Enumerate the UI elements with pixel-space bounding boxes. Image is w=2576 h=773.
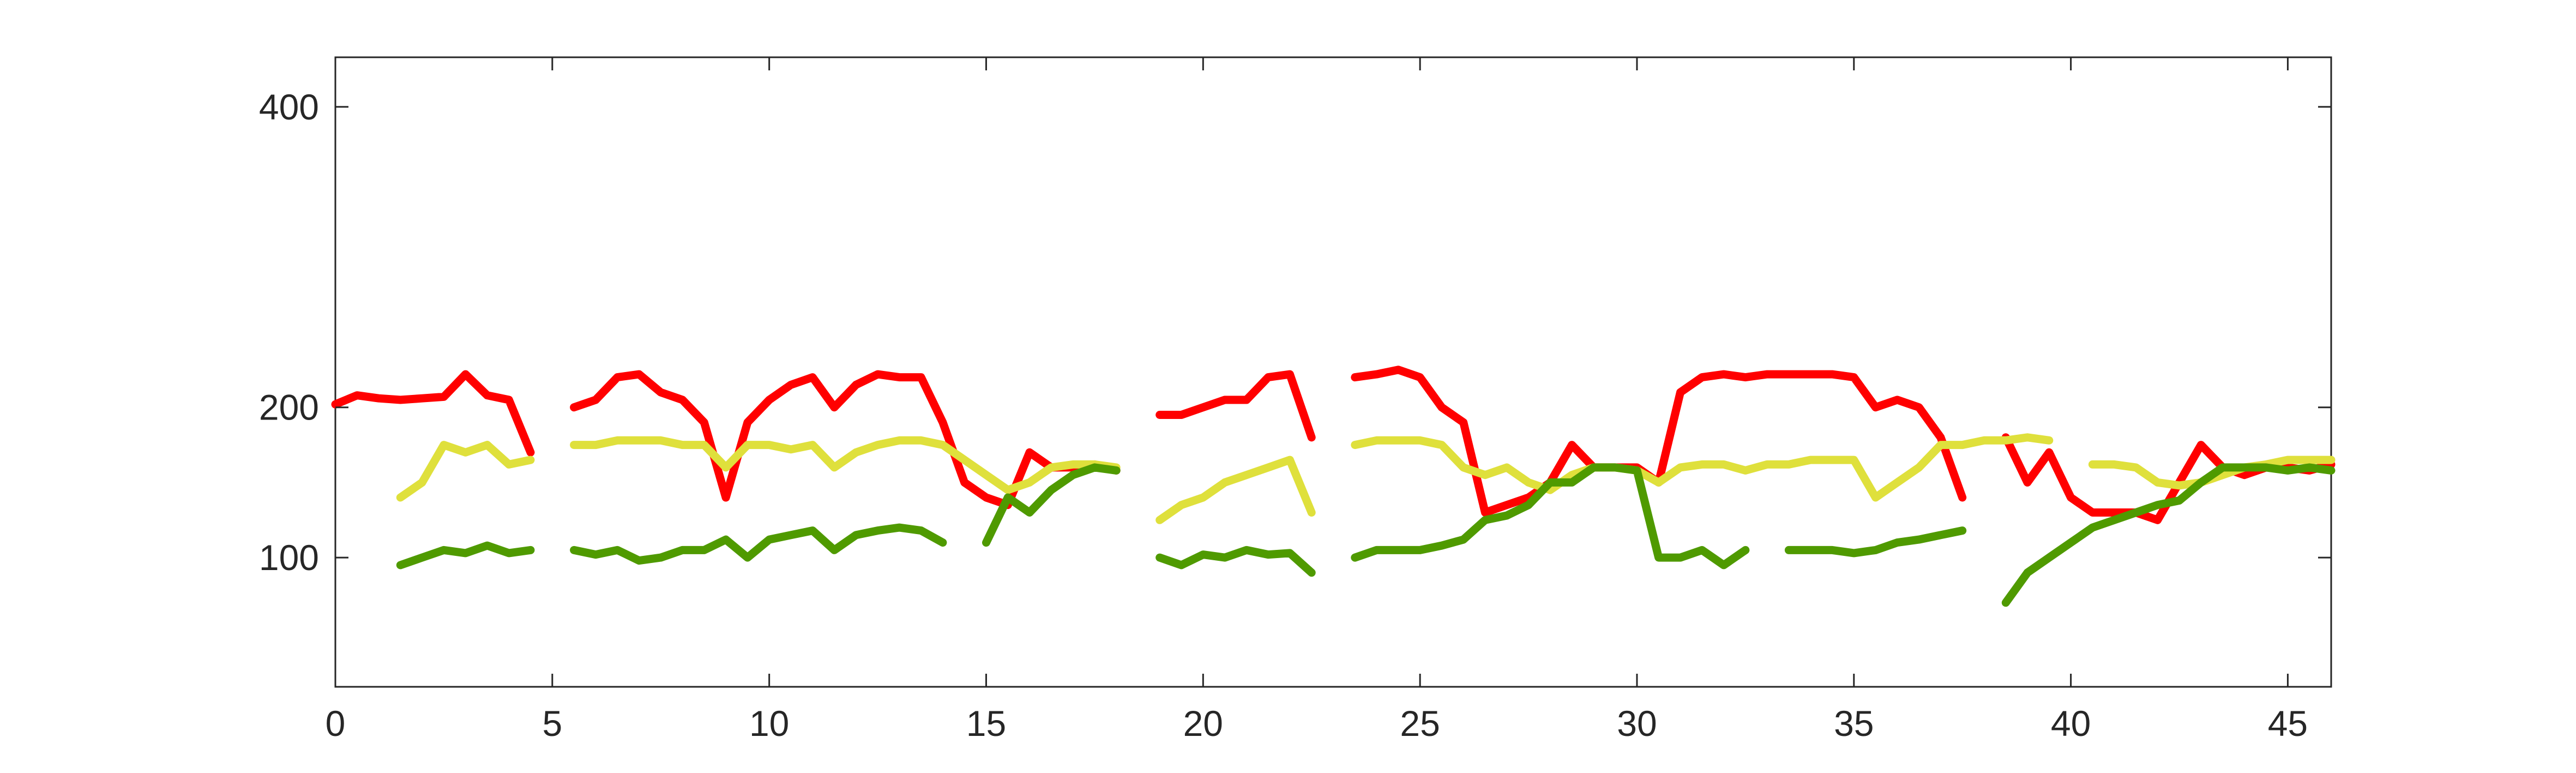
x-tick-label: 30 bbox=[1617, 703, 1657, 744]
data-line bbox=[396, 463, 2336, 607]
data-line bbox=[331, 365, 2336, 524]
plot-frame bbox=[334, 56, 2332, 688]
y-tick-label: 100 bbox=[259, 537, 319, 578]
y-tick-label: 200 bbox=[259, 387, 319, 428]
x-tick-label: 20 bbox=[1183, 703, 1223, 744]
data-line bbox=[396, 433, 2336, 524]
x-tick-label: 35 bbox=[1834, 703, 1874, 744]
x-tick-label: 40 bbox=[2051, 703, 2091, 744]
x-tick-label: 0 bbox=[326, 703, 346, 744]
x-tick-label: 10 bbox=[749, 703, 789, 744]
y-tick-label: 400 bbox=[259, 87, 319, 127]
x-tick-label: 15 bbox=[966, 703, 1006, 744]
x-tick-label: 45 bbox=[2268, 703, 2308, 744]
x-tick-label: 25 bbox=[1400, 703, 1440, 744]
x-tick-label: 5 bbox=[542, 703, 562, 744]
